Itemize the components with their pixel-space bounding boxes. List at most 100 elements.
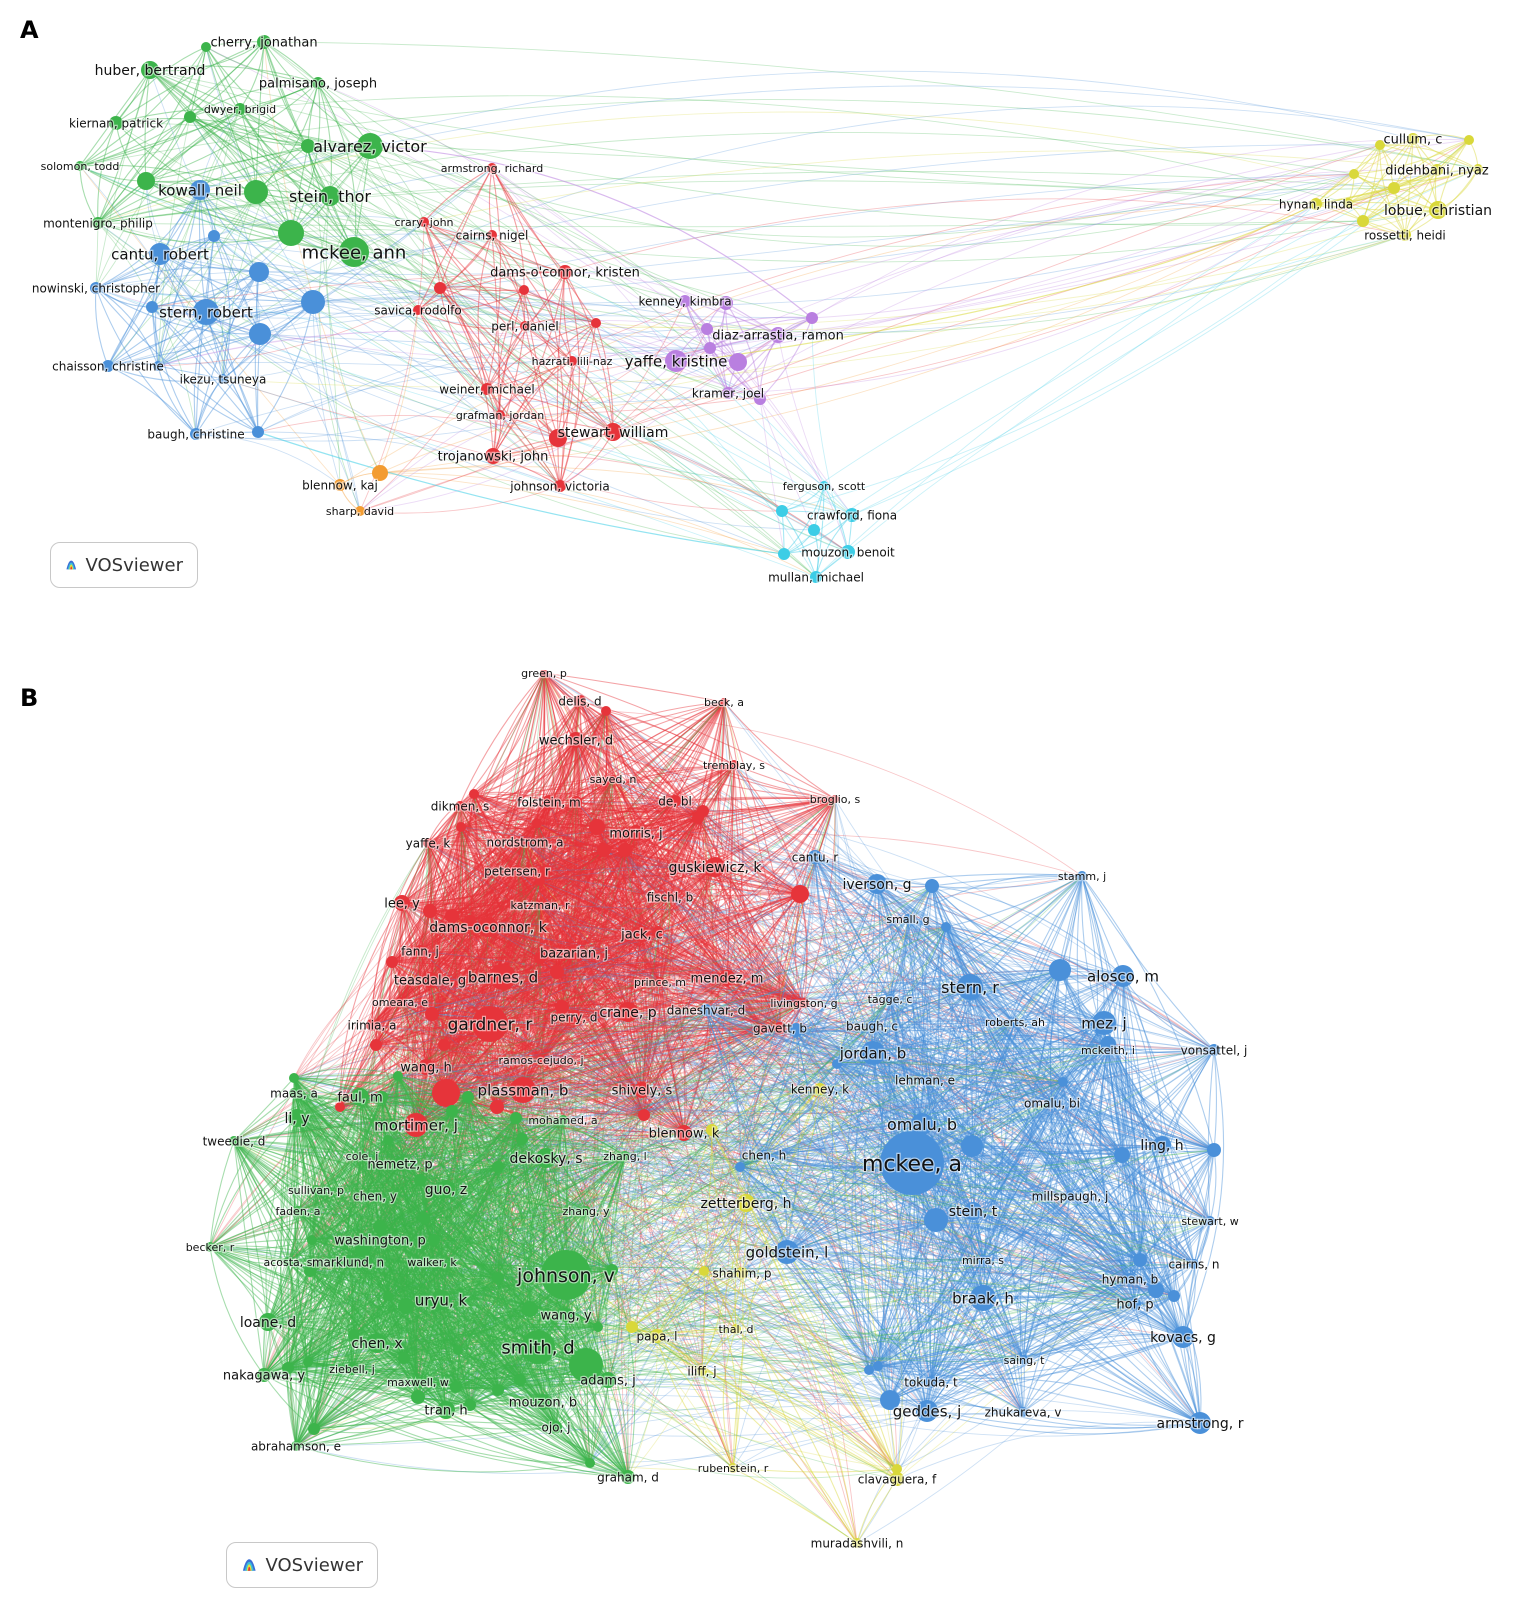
author-node[interactable] — [1388, 182, 1400, 194]
author-node[interactable] — [339, 237, 369, 267]
author-node[interactable] — [701, 323, 713, 335]
author-node[interactable] — [1407, 133, 1419, 145]
network-edge — [79, 165, 259, 433]
author-node[interactable] — [665, 350, 687, 372]
author-node[interactable] — [146, 301, 158, 313]
author-node[interactable] — [819, 481, 829, 491]
author-node[interactable] — [320, 186, 340, 206]
network-edge — [635, 832, 1053, 1104]
author-node[interactable] — [778, 548, 790, 560]
author-node[interactable] — [549, 429, 567, 447]
author-node[interactable] — [413, 305, 423, 315]
author-node[interactable] — [218, 374, 228, 384]
network-edge — [312, 301, 341, 486]
author-node[interactable] — [193, 299, 219, 325]
author-node[interactable] — [90, 282, 102, 294]
author-node[interactable] — [487, 230, 497, 240]
author-node[interactable] — [92, 217, 104, 229]
author-node[interactable] — [485, 448, 501, 464]
author-node[interactable] — [558, 265, 572, 279]
author-node[interactable] — [141, 61, 159, 79]
author-node[interactable] — [184, 111, 196, 123]
author-node[interactable] — [481, 383, 493, 395]
author-node[interactable] — [554, 480, 566, 492]
author-node[interactable] — [357, 133, 383, 159]
author-node[interactable] — [519, 285, 529, 295]
author-node[interactable] — [419, 217, 429, 227]
author-node[interactable] — [567, 356, 577, 366]
author-node[interactable] — [102, 360, 114, 372]
author-node[interactable] — [754, 393, 766, 405]
author-node[interactable] — [841, 545, 855, 559]
author-node[interactable] — [278, 220, 304, 246]
author-node[interactable] — [1399, 229, 1411, 241]
author-node[interactable] — [75, 161, 85, 171]
network-edge — [319, 195, 361, 512]
network-edge — [556, 710, 608, 973]
author-node[interactable] — [845, 508, 859, 522]
author-node[interactable] — [301, 139, 315, 153]
author-node[interactable] — [312, 77, 324, 89]
author-node[interactable] — [190, 180, 210, 200]
author-node[interactable] — [208, 230, 220, 242]
author-node[interactable] — [252, 426, 264, 438]
author-node[interactable] — [487, 163, 497, 173]
author-node[interactable] — [1349, 169, 1359, 179]
network-edge — [199, 189, 314, 303]
author-node[interactable] — [153, 361, 163, 371]
author-node[interactable] — [137, 172, 155, 190]
network-edge — [579, 700, 671, 898]
network-edge — [595, 322, 739, 363]
network-edge — [95, 287, 109, 367]
author-node[interactable] — [1473, 164, 1483, 174]
author-node[interactable] — [495, 410, 505, 420]
author-node[interactable] — [355, 506, 365, 516]
author-node[interactable] — [770, 327, 786, 343]
author-node[interactable] — [1310, 198, 1322, 210]
author-node[interactable] — [1343, 198, 1353, 208]
author-node[interactable] — [372, 465, 388, 481]
network-edge — [415, 778, 614, 1126]
network-edge — [561, 800, 676, 1008]
author-node[interactable] — [604, 423, 622, 441]
author-node[interactable] — [722, 387, 734, 399]
network-edge — [417, 289, 525, 312]
author-node[interactable] — [249, 323, 271, 345]
author-node[interactable] — [810, 571, 822, 583]
author-node[interactable] — [520, 321, 530, 331]
author-node[interactable] — [257, 35, 271, 49]
author-node[interactable] — [249, 262, 269, 282]
network-edge — [539, 810, 704, 882]
author-node[interactable] — [301, 290, 325, 314]
network-edge — [674, 764, 735, 802]
author-node[interactable] — [190, 428, 202, 440]
author-node[interactable] — [1375, 140, 1385, 150]
network-edge — [543, 672, 836, 800]
author-node[interactable] — [1429, 201, 1447, 219]
author-node[interactable] — [244, 180, 268, 204]
author-node[interactable] — [806, 312, 818, 324]
author-node[interactable] — [1464, 135, 1474, 145]
author-node[interactable] — [109, 116, 123, 130]
author-node[interactable] — [234, 103, 246, 115]
network-edge — [431, 810, 704, 1015]
author-node[interactable] — [704, 342, 716, 354]
network-edge — [565, 801, 577, 1018]
author-node[interactable] — [149, 243, 171, 265]
author-node[interactable] — [679, 295, 691, 307]
network-edge — [579, 700, 699, 819]
author-node[interactable] — [776, 505, 788, 517]
author-node[interactable] — [434, 282, 446, 294]
network-edge — [1412, 138, 1479, 170]
author-node[interactable] — [729, 353, 747, 371]
author-node[interactable] — [1431, 164, 1443, 176]
author-node[interactable] — [719, 296, 733, 310]
author-node[interactable] — [591, 318, 601, 328]
network-edge — [540, 800, 676, 1061]
network-edge — [777, 187, 1395, 336]
network-edge — [635, 832, 1105, 1024]
author-node[interactable] — [201, 42, 211, 52]
author-node[interactable] — [334, 479, 346, 491]
author-node[interactable] — [808, 524, 820, 536]
author-node[interactable] — [1357, 215, 1369, 227]
